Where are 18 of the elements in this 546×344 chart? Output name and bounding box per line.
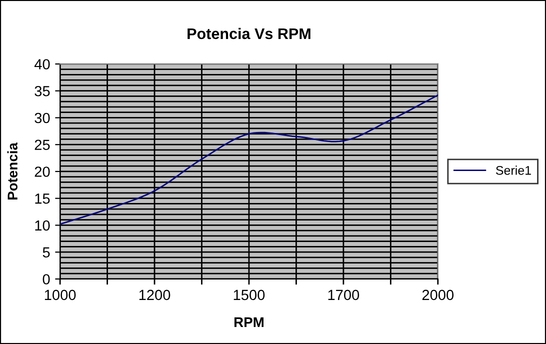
y-axis-title: Potencia	[7, 142, 18, 200]
x-tick-label: 1500	[234, 290, 265, 300]
x-axis-title: RPM	[234, 317, 264, 327]
y-tick-label: 0	[42, 274, 50, 284]
legend-label: Serie1	[496, 166, 531, 175]
x-tick-label: 1200	[139, 290, 170, 300]
y-tick-label: 40	[34, 59, 50, 70]
y-tick-label: 15	[35, 194, 50, 204]
x-tick-label: 1000	[44, 290, 76, 300]
y-tick-label: 35	[34, 86, 50, 96]
y-tick-label: 20	[34, 166, 50, 177]
x-tick-label: 1700	[328, 290, 360, 300]
y-tick-label: 5	[42, 247, 50, 258]
y-tick-label: 10	[35, 220, 50, 231]
chart-title: Potencia Vs RPM	[188, 28, 310, 40]
y-tick-label: 30	[34, 112, 50, 124]
y-tick-label: 25	[34, 140, 50, 150]
x-tick-label: 2000	[422, 290, 454, 300]
